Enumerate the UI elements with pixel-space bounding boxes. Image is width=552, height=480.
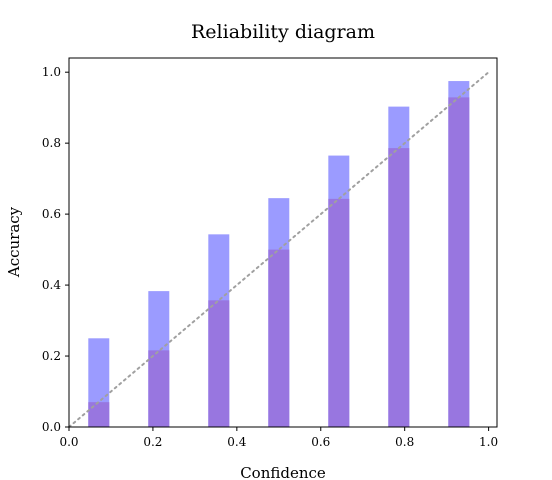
bar-series2-4 [268, 249, 290, 427]
x-tick-label: 0.8 [395, 435, 414, 449]
perfect-calibration-line [68, 71, 490, 428]
x-axis-label: Confidence [240, 464, 326, 480]
x-tick-label: 0.4 [227, 435, 246, 449]
bar-series2-5 [328, 198, 350, 427]
y-tick-label: 0.4 [42, 278, 61, 292]
y-tick-label: 0.8 [42, 136, 61, 150]
bar-series2-1 [88, 402, 110, 427]
bar-series2-7 [448, 97, 470, 427]
bar-series2-2 [148, 350, 170, 427]
y-axis-label: Accuracy [5, 206, 23, 278]
y-tick-label: 0.6 [42, 207, 61, 221]
plot-area: 0.0 0.2 0.4 0.6 0.8 1.0 0.0 0.2 0.4 0.6 0.8 1.0 [42, 57, 498, 449]
y-tick-label: 1.0 [42, 65, 61, 79]
y-tick-label: 0.0 [42, 420, 61, 434]
x-tick-label: 0.0 [59, 435, 78, 449]
x-tick-label: 0.2 [143, 435, 162, 449]
x-tick-label: 0.6 [311, 435, 330, 449]
x-tick-label: 1.0 [479, 435, 498, 449]
plot-frame [68, 57, 498, 428]
bar-series2-3 [208, 300, 230, 427]
y-tick-label: 0.2 [42, 349, 61, 363]
chart-title: Reliability diagram [191, 21, 375, 43]
bar-series2-6 [388, 148, 410, 427]
